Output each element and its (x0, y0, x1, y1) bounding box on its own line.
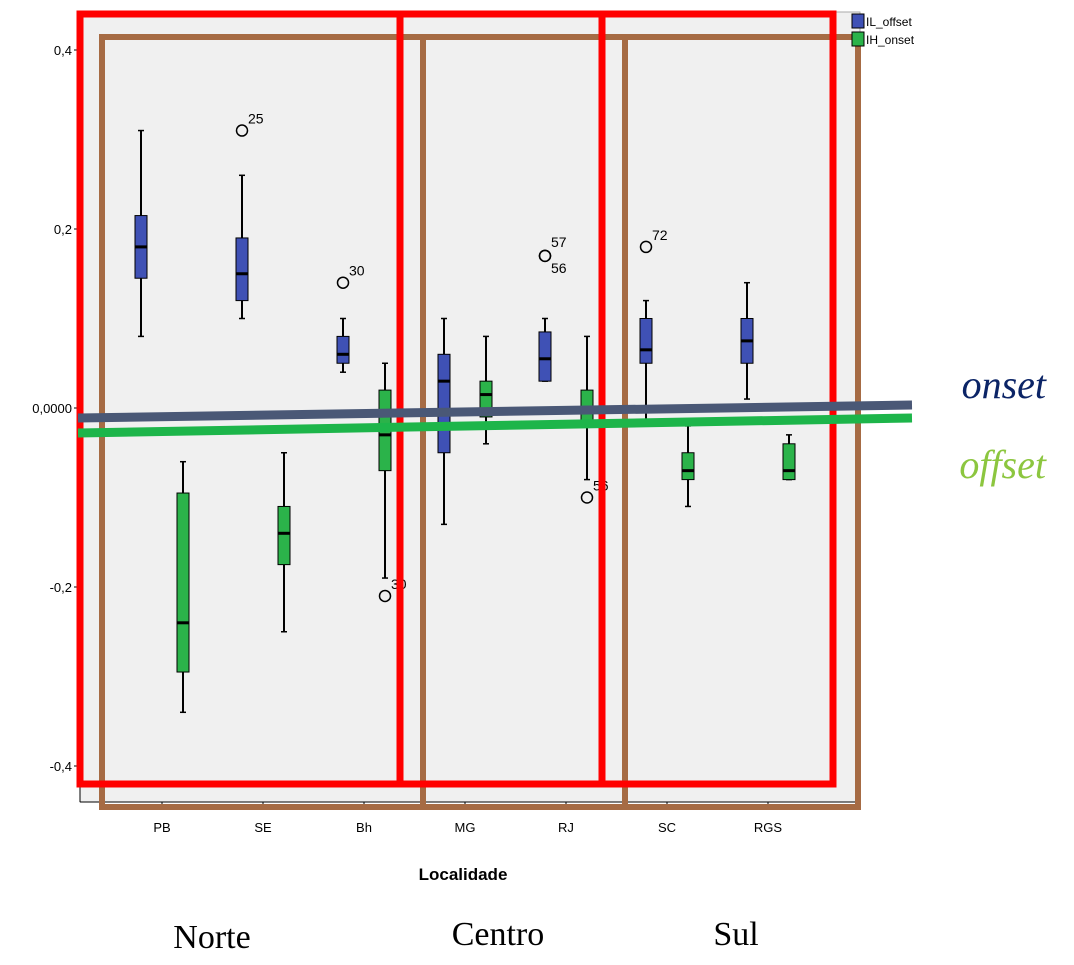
box-body-IH_onset-RGS (782, 443, 796, 481)
box-IL_offset-PB (134, 129, 148, 338)
box-body-IL_offset-RJ (538, 331, 552, 382)
box-body-IL_offset-Bh (336, 335, 350, 364)
x-tick-label-RJ: RJ (558, 820, 574, 835)
x-tick-label-MG: MG (455, 820, 476, 835)
box-body-IH_onset-SE (277, 505, 291, 566)
region-label-sul: Sul (713, 916, 758, 953)
box-body-IL_offset-MG (437, 353, 451, 454)
outlier-IL_offset-RJ-1 (538, 249, 552, 263)
x-tick-label-SC: SC (658, 820, 676, 835)
onset-annotation: onset (962, 362, 1047, 407)
outlier-label-IL_offset-RJ-1: 56 (551, 260, 567, 276)
onset-trend-line (77, 400, 913, 423)
outlier-label-IL_offset-Bh-0: 30 (349, 263, 365, 279)
trend-lines (77, 400, 913, 438)
offset-annotation: offset (959, 442, 1047, 487)
box-IL_offset-Bh: 30 (336, 263, 365, 373)
box-body-IL_offset-SC (639, 318, 653, 364)
x-tick-label-RGS: RGS (754, 820, 783, 835)
legend: IL_offset IH_onset (851, 13, 915, 47)
outlier-label-IL_offset-SC-0: 72 (652, 227, 668, 243)
region-label-centro: Centro (452, 916, 545, 953)
box-IH_onset-RGS (782, 434, 796, 481)
legend-label-1: IH_onset (866, 33, 915, 47)
y-tick-label-0: 0,4 (54, 43, 72, 58)
x-tick-label-SE: SE (254, 820, 272, 835)
box-IL_offset-RJ: 57 56 (538, 234, 567, 382)
outlier-IL_offset-Bh-0 (336, 276, 350, 289)
x-tick-label-Bh: Bh (356, 820, 372, 835)
region-label-norte: Norte (173, 919, 250, 956)
outlier-IH_onset-Bh-0 (378, 589, 392, 603)
outlier-label-IL_offset-RJ-0: 57 (551, 234, 567, 250)
box-IH_onset-PB (176, 460, 190, 714)
outlier-IL_offset-SE-0 (235, 124, 249, 137)
box-body-IL_offset-SE (235, 237, 249, 302)
y-tick-label-2: 0,0000 (32, 401, 72, 416)
y-tick-label-1: 0,2 (54, 222, 72, 237)
box-body-IH_onset-PB (176, 492, 190, 673)
y-tick-label-3: -0,2 (50, 580, 72, 595)
y-tick-label-4: -0,4 (50, 759, 72, 774)
outlier-label-IL_offset-SE-0: 25 (248, 111, 264, 127)
red-region-sul (598, 10, 837, 788)
legend-swatch-0 (851, 13, 865, 29)
box-IL_offset-RGS (740, 281, 754, 400)
outlier-IL_offset-SC-0 (639, 240, 653, 254)
box-body-IH_onset-SC (681, 452, 695, 481)
x-tick-label-PB: PB (153, 820, 170, 835)
outlier-IH_onset-RJ-0 (580, 491, 594, 504)
x-axis-title: Localidade (419, 865, 508, 884)
legend-label-0: IL_offset (866, 15, 912, 29)
box-IH_onset-SC (681, 425, 695, 508)
legend-swatch-1 (851, 31, 865, 47)
box-IL_offset-SE: 25 (235, 111, 264, 320)
offset-trend-line (77, 413, 913, 438)
box-IH_onset-SE (277, 452, 291, 633)
y-axis-ticks: 0,4 0,2 0,0000 -0,2 -0,4 (32, 43, 80, 774)
